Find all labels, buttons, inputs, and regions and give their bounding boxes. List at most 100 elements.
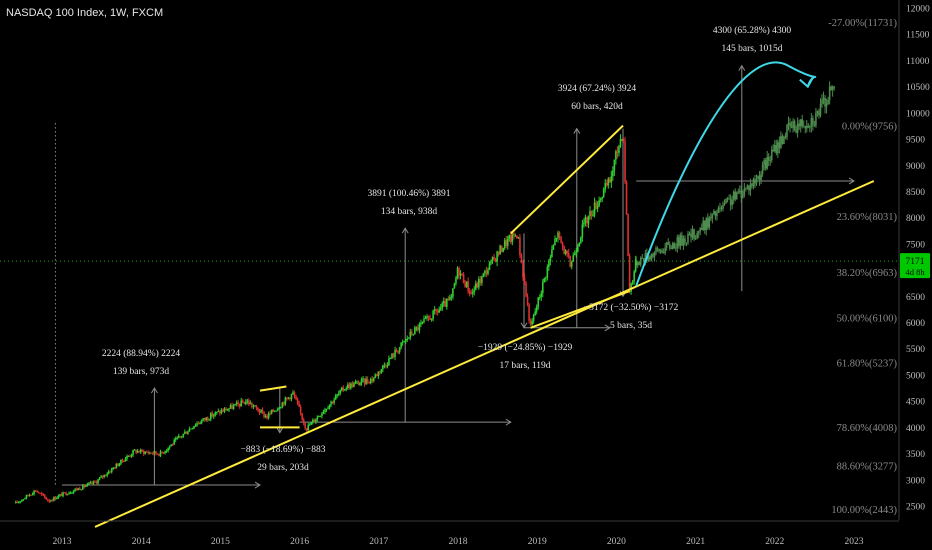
projection-candle-body [719,207,721,209]
candle-body [324,409,326,413]
candle-body [522,262,524,277]
projection-candle-body [705,218,708,231]
projection-candle-body [798,123,800,127]
candle-body [383,365,386,367]
candle-body [217,410,220,412]
candle-body [630,283,632,292]
candle-body [351,383,354,388]
candle-body [109,471,112,473]
candle-body [74,488,76,491]
projection-candle-body [713,210,715,215]
candle-body [301,413,303,420]
candle-body [72,490,75,493]
candle-body [269,413,271,415]
candle-body [420,322,422,325]
price-tick-label: 12000 [906,5,930,15]
candle-body [283,402,285,405]
candle-body [554,239,556,246]
candle-body [484,270,486,274]
candle-body [485,270,488,275]
candle-body [497,251,500,255]
projection-candle-body [643,258,645,262]
candle-body [578,242,581,247]
candle-body [214,412,217,415]
projection-candle-body [653,252,656,257]
candle-body [545,277,547,279]
projection-candle-body [763,160,765,165]
measurement-label-bars: 60 bars, 420d [571,102,623,112]
candle-body [174,438,177,440]
projection-candle-body [745,187,747,189]
candle-body [225,408,227,411]
candle-body [101,476,104,478]
projection-candle-body [703,220,706,231]
price-tick-label: 8000 [906,214,925,224]
candle-body [82,484,84,490]
projection-candle-body [746,185,749,188]
candle-body [589,211,591,216]
candle-body [535,306,538,312]
projection-candle-body [774,145,776,152]
candle-body [398,347,401,353]
measurement-label-value: 3891 (100.46%) 3891 [367,188,450,199]
projection-candle-body [749,183,752,191]
candle-body [197,423,200,425]
candle-body [430,318,433,320]
candle-body [380,369,383,373]
candle-body [188,428,191,432]
candle-body [561,242,564,247]
measurement-label-bars: 145 bars, 1015d [722,44,783,54]
projection-candle-body [716,212,718,217]
candle-body [570,261,573,267]
trendline [530,290,630,329]
projection-candle-body [769,160,772,162]
projection-candle-body [778,142,781,148]
candle-body [209,413,212,420]
candle-body [331,401,334,403]
projection-candle-body [710,217,712,219]
candle-body [95,482,98,484]
candle-body [280,407,282,409]
candle-body [599,198,602,201]
candle-body [377,371,380,376]
candle-body [257,408,259,412]
candle-body [543,277,546,282]
candle-body [618,146,620,153]
candle-body [141,449,144,451]
projection-candle-body [784,136,787,138]
candle-body [575,251,578,254]
range-measures-layer [62,64,855,489]
price-tick-label: 9500 [906,136,925,146]
candle-body [557,232,559,238]
candle-body [548,261,550,267]
fib-level-label: 50.00%(6100) [837,313,898,324]
candle-body [424,318,427,320]
projection-candle-body [795,129,797,133]
candle-body [496,251,498,262]
candle-body [203,418,206,420]
time-tick-label: 2021 [686,537,705,547]
measurement-label-value: 2224 (88.94%) 2224 [102,348,181,359]
candle-body [633,271,635,282]
candle-body [465,281,468,287]
projection-candle-body [735,192,738,200]
candle-body [219,410,221,414]
fib-level-label: 88.60%(3277) [837,461,898,472]
candle-body [546,266,549,278]
candle-body [24,498,26,500]
measurement-label-value: 3924 (67.24%) 3924 [558,83,637,94]
candle-body [347,384,349,389]
candle-body [193,425,195,429]
candle-body [167,447,169,451]
candle-body [181,436,183,438]
candle-body [458,268,460,276]
candle-body [442,301,445,304]
candle-body [596,205,599,209]
candle-body [88,483,90,485]
projection-candle-body [816,111,819,113]
price-axis: 12000 11500 11000 10500 10000 9500 9000 8500 800… [898,0,930,520]
candle-body [103,474,105,478]
candle-body [400,342,402,348]
candle-body [593,202,596,215]
